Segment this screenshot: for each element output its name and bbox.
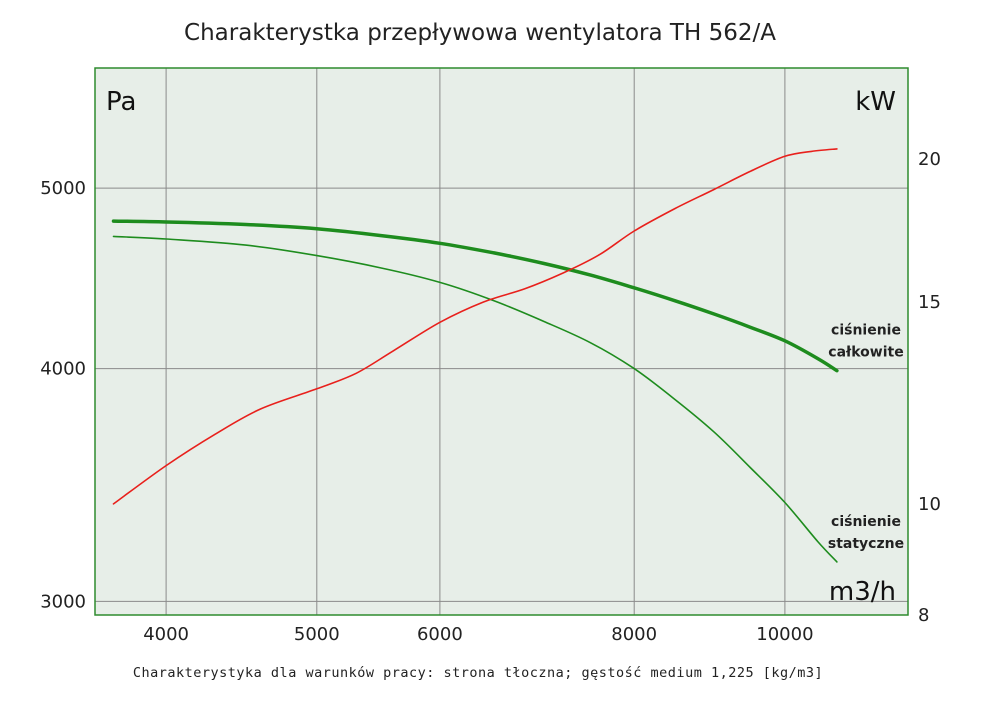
tick-labels: 4000 5000 6000 8000 10000 3000 4000 5000 8 10 15 20 (40, 149, 941, 645)
y-right-tick-label: 10 (918, 494, 941, 515)
x-unit-label: m3/h (829, 577, 896, 607)
grid-lines (95, 68, 908, 615)
series-label-cisnienie-statyczne: statyczne (828, 536, 904, 552)
series-label-cisnienie-cakowite: całkowite (828, 345, 903, 361)
y-left-unit-label: Pa (106, 87, 136, 117)
x-tick-label: 5000 (294, 624, 340, 645)
plot-frame (94, 67, 909, 616)
series-line-moc (112, 148, 838, 505)
x-tick-label: 6000 (417, 624, 463, 645)
series-label-cisnienie-statyczne: ciśnienie (831, 514, 901, 530)
y-right-tick-label: 15 (918, 292, 941, 313)
series-labels: ciśnienie całkowite ciśnienie statyczne (828, 323, 904, 552)
chart-footnote: Charakterystyka dla warunków pracy: stro… (133, 665, 823, 681)
x-tick-label: 4000 (143, 624, 189, 645)
y-left-tick-label: 3000 (40, 591, 86, 612)
y-right-tick-label: 20 (918, 149, 941, 170)
series-line-cisnienie-statyczne (112, 235, 838, 563)
chart-title: Charakterystka przepływowa wentylatora T… (184, 20, 776, 46)
y-left-tick-label: 5000 (40, 178, 86, 199)
x-tick-label: 8000 (611, 624, 657, 645)
y-left-tick-label: 4000 (40, 359, 86, 380)
plot-area (95, 68, 908, 615)
y-right-unit-label: kW (855, 87, 896, 117)
series-layer (111, 148, 839, 563)
series-label-cisnienie-cakowite: ciśnienie (831, 323, 901, 339)
series-line-cisnienie-cakowite (111, 219, 839, 373)
y-right-tick-label: 8 (918, 605, 929, 626)
x-tick-label: 10000 (756, 624, 813, 645)
